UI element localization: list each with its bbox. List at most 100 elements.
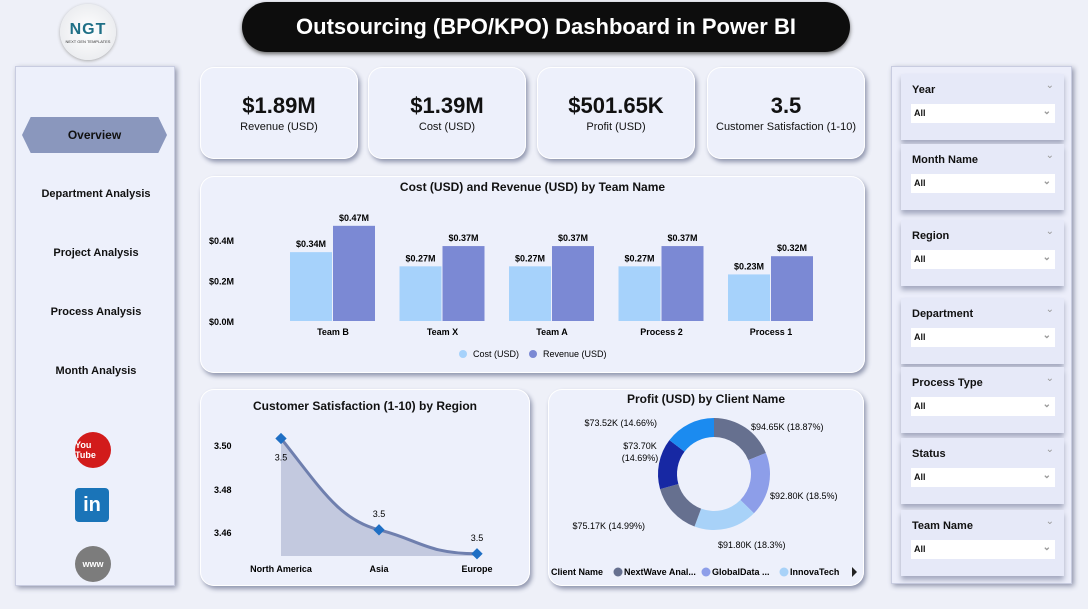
bar-revenue[interactable] <box>661 246 704 321</box>
filter-panel: Year ⌄ All ⌄ Month Name ⌄ All ⌄ Region ⌄ All ⌄ Depar… <box>891 66 1072 584</box>
bar-revenue[interactable] <box>771 256 813 321</box>
donut-slice[interactable] <box>658 440 685 490</box>
donut-label: $92.80K (18.5%) <box>770 491 838 501</box>
y-tick-label: 3.50 <box>214 441 232 451</box>
y-tick-label: 3.48 <box>214 485 232 495</box>
data-point[interactable] <box>373 524 385 536</box>
globe-icon[interactable]: www <box>75 546 111 582</box>
data-label: 3.5 <box>471 533 484 543</box>
x-tick-label: Asia <box>369 564 389 574</box>
data-point[interactable] <box>275 432 287 445</box>
bar-data-label: $0.47M <box>339 213 369 223</box>
filter-dropdown[interactable]: All ⌄ <box>911 540 1055 559</box>
nav-process-analysis[interactable]: Process Analysis <box>50 306 142 318</box>
filter-dropdown[interactable]: All ⌄ <box>911 174 1055 193</box>
kpi-profit: $501.65K Profit (USD) <box>537 67 695 159</box>
page-title: Outsourcing (BPO/KPO) Dashboard in Power… <box>242 2 850 52</box>
filter-dropdown[interactable]: All ⌄ <box>911 104 1055 123</box>
youtube-icon[interactable]: You Tube <box>75 432 111 468</box>
donut-slice[interactable] <box>694 499 754 530</box>
filter-dropdown[interactable]: All ⌄ <box>911 250 1055 269</box>
kpi-satisfaction: 3.5 Customer Satisfaction (1-10) <box>707 67 865 159</box>
sidebar: Overview Department Analysis Project Ana… <box>15 66 175 586</box>
bar-revenue[interactable] <box>442 246 485 321</box>
legend-label: NextWave Anal... <box>624 567 696 577</box>
bar-cost[interactable] <box>728 274 770 321</box>
filter-label: Status <box>912 448 946 460</box>
filter-label: Process Type <box>912 377 983 389</box>
filter-value: All <box>914 544 926 554</box>
y-tick-label: 3.46 <box>214 528 232 538</box>
filter-value: All <box>914 108 926 118</box>
filter-label: Region <box>912 230 950 242</box>
donut-slice[interactable] <box>714 418 766 461</box>
legend-marker <box>529 350 537 358</box>
y-tick-label: $0.4M <box>209 236 234 246</box>
kpi-revenue: $1.89M Revenue (USD) <box>200 67 358 159</box>
donut-slice[interactable] <box>740 452 771 514</box>
legend-label: InnovaTech <box>790 567 839 577</box>
kpi-cost: $1.39M Cost (USD) <box>368 67 526 159</box>
x-tick-label: Process 1 <box>750 327 793 337</box>
nav-project-analysis[interactable]: Project Analysis <box>53 247 139 259</box>
bar-data-label: $0.32M <box>777 243 807 253</box>
bar-cost[interactable] <box>399 266 442 321</box>
donut-chart-title: Profit (USD) by Client Name <box>626 392 785 406</box>
filter-label: Month Name <box>912 154 978 166</box>
donut-label: $91.80K (18.3%) <box>718 540 786 550</box>
bar-chart-title: Cost (USD) and Revenue (USD) by Team Nam… <box>399 180 666 194</box>
chevron-down-icon[interactable]: ⌄ <box>1045 226 1054 237</box>
filter-value: All <box>914 332 926 342</box>
donut-slice[interactable] <box>660 483 702 527</box>
legend-label: Revenue (USD) <box>543 349 607 359</box>
filter-label: Team Name <box>912 520 973 532</box>
x-tick-label: Process 2 <box>640 327 683 337</box>
nav-month-analysis[interactable]: Month Analysis <box>55 365 137 377</box>
data-point[interactable] <box>471 548 483 560</box>
x-tick-label: North America <box>250 564 313 574</box>
filter-label: Year <box>912 84 936 96</box>
bar-cost[interactable] <box>509 266 551 321</box>
bar-revenue[interactable] <box>333 225 375 321</box>
chevron-down-icon[interactable]: ⌄ <box>1045 304 1054 315</box>
legend-next-arrow-icon[interactable] <box>852 567 857 577</box>
filter-value: All <box>914 254 926 264</box>
chevron-down-icon[interactable]: ⌄ <box>1045 150 1054 161</box>
y-tick-label: $0.0M <box>209 317 234 327</box>
nav-department-analysis[interactable]: Department Analysis <box>41 188 151 200</box>
chevron-down-icon[interactable]: ⌄ <box>1045 516 1054 527</box>
bar-cost[interactable] <box>290 252 332 321</box>
bar-revenue[interactable] <box>552 246 594 321</box>
filter-month-name: Month Name ⌄ All ⌄ <box>901 144 1064 210</box>
bar-cost[interactable] <box>618 266 661 321</box>
chevron-down-icon[interactable]: ⌄ <box>1045 80 1054 91</box>
filter-dropdown[interactable]: All ⌄ <box>911 468 1055 487</box>
logo: NGT NEXT GEN TEMPLATES <box>60 4 116 60</box>
filter-dropdown[interactable]: All ⌄ <box>911 328 1055 347</box>
legend-marker <box>459 350 467 358</box>
chevron-down-icon: ⌄ <box>1042 542 1051 553</box>
legend-label: GlobalData ... <box>712 567 770 577</box>
bar-data-label: $0.37M <box>667 233 697 243</box>
donut-label: $73.52K (14.66%) <box>584 418 657 428</box>
linkedin-icon[interactable]: in <box>75 488 109 522</box>
filter-status: Status ⌄ All ⌄ <box>901 438 1064 504</box>
filter-label: Department <box>912 308 974 320</box>
filter-region: Region ⌄ All ⌄ <box>901 220 1064 286</box>
filter-dropdown[interactable]: All ⌄ <box>911 397 1055 416</box>
bar-data-label: $0.23M <box>734 261 764 271</box>
legend-marker <box>701 567 711 577</box>
legend-marker <box>613 567 623 577</box>
chevron-down-icon[interactable]: ⌄ <box>1045 373 1054 384</box>
donut-slice[interactable] <box>669 418 714 452</box>
donut-label: (14.69%) <box>622 453 659 463</box>
bar-data-label: $0.27M <box>624 253 654 263</box>
bar-data-label: $0.37M <box>558 233 588 243</box>
nav-overview[interactable]: Overview <box>22 117 167 153</box>
chevron-down-icon[interactable]: ⌄ <box>1045 444 1054 455</box>
legend-title: Client Name <box>551 567 603 577</box>
donut-label: $94.65K (18.87%) <box>751 422 824 432</box>
filter-value: All <box>914 178 926 188</box>
x-tick-label: Europe <box>461 564 492 574</box>
